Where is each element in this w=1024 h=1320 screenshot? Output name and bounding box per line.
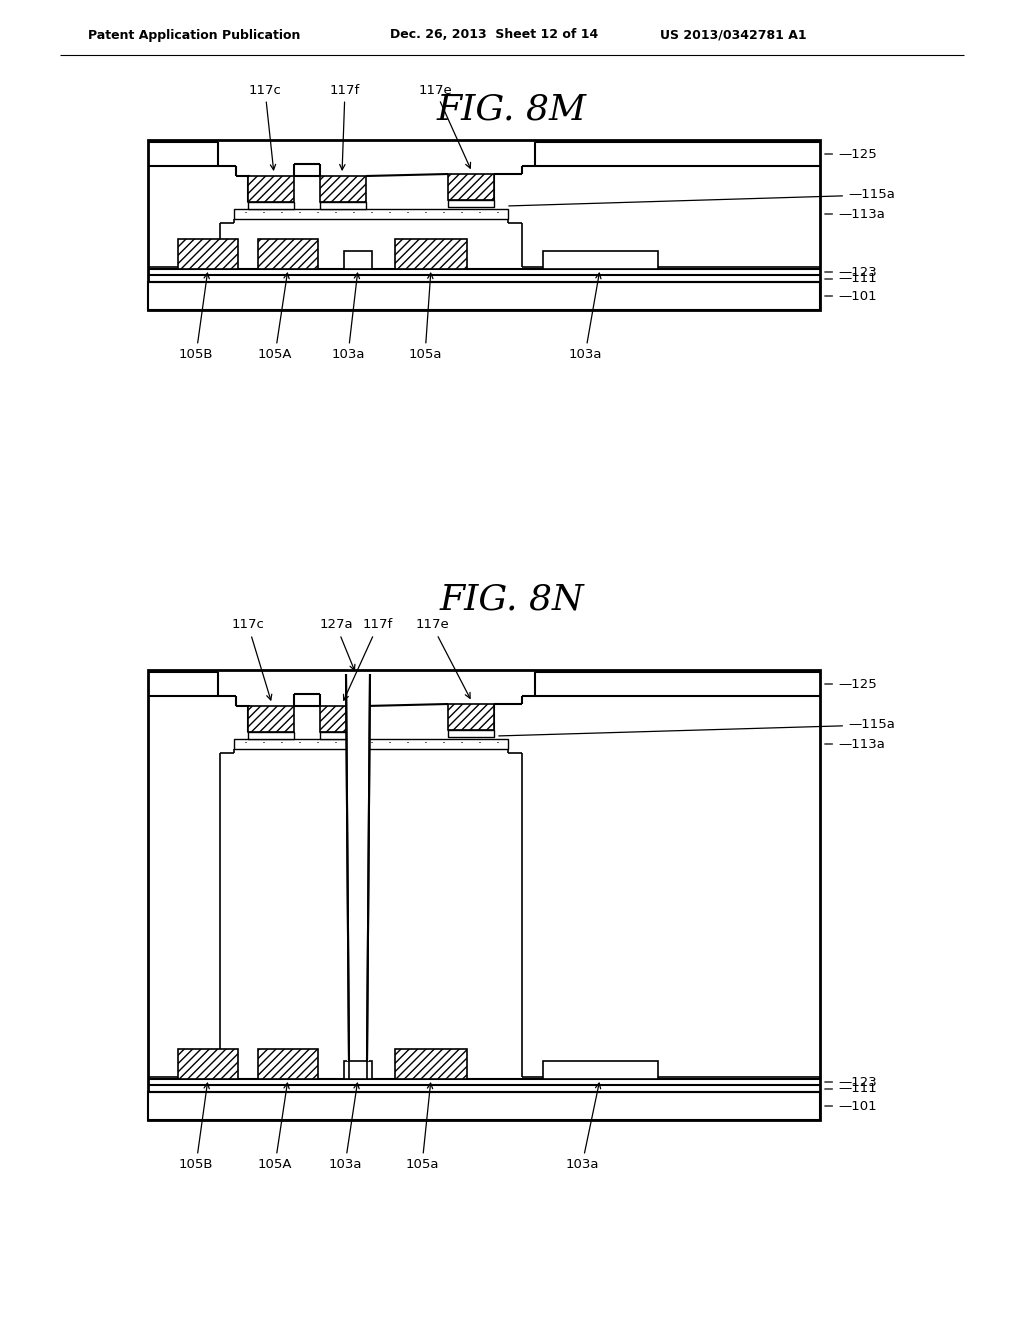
- Text: ·: ·: [352, 738, 356, 751]
- Text: 105a: 105a: [406, 1084, 438, 1172]
- Text: 105A: 105A: [258, 273, 292, 362]
- Text: ·: ·: [280, 738, 284, 751]
- Text: —125: —125: [824, 677, 877, 690]
- Text: ·: ·: [262, 207, 266, 220]
- Text: ·: ·: [460, 738, 464, 751]
- Text: Patent Application Publication: Patent Application Publication: [88, 29, 300, 41]
- Text: ·: ·: [496, 738, 500, 751]
- Text: ·: ·: [244, 738, 248, 751]
- Bar: [248, 733, 294, 739]
- Text: —101: —101: [824, 1100, 877, 1113]
- Bar: [148, 140, 820, 310]
- Text: 117f: 117f: [343, 619, 393, 700]
- Bar: [148, 671, 820, 1119]
- Text: ·: ·: [334, 738, 338, 751]
- Text: FIG. 8M: FIG. 8M: [437, 92, 587, 127]
- Bar: [319, 176, 366, 202]
- Text: 117e: 117e: [415, 619, 470, 698]
- Text: ·: ·: [262, 738, 266, 751]
- Bar: [319, 706, 366, 733]
- Text: ·: ·: [334, 207, 338, 220]
- Bar: [543, 251, 658, 269]
- Bar: [178, 239, 238, 269]
- Text: ·: ·: [388, 738, 392, 751]
- Text: 105a: 105a: [409, 273, 441, 362]
- Bar: [449, 174, 494, 201]
- Text: —115a: —115a: [499, 718, 895, 737]
- Text: ·: ·: [460, 207, 464, 220]
- Text: ·: ·: [496, 207, 500, 220]
- Text: ·: ·: [316, 207, 319, 220]
- Text: 117c: 117c: [231, 619, 271, 700]
- Text: ·: ·: [370, 207, 374, 220]
- Text: ·: ·: [424, 738, 428, 751]
- Bar: [395, 1049, 467, 1078]
- Text: ·: ·: [370, 738, 374, 751]
- Text: ·: ·: [442, 207, 446, 220]
- Bar: [148, 1092, 820, 1119]
- Bar: [395, 239, 467, 269]
- Text: —123: —123: [824, 265, 877, 279]
- Text: ·: ·: [478, 207, 482, 220]
- Bar: [234, 209, 508, 219]
- Bar: [319, 202, 366, 209]
- Text: ·: ·: [280, 207, 284, 220]
- Text: —125: —125: [824, 148, 877, 161]
- Bar: [449, 730, 494, 737]
- Text: —113a: —113a: [824, 738, 885, 751]
- Bar: [347, 675, 369, 1061]
- Text: ·: ·: [406, 738, 410, 751]
- Bar: [543, 1061, 658, 1078]
- Bar: [349, 1061, 367, 1078]
- Text: 105A: 105A: [258, 1084, 292, 1172]
- Text: 103a: 103a: [331, 273, 365, 362]
- Text: 105B: 105B: [179, 273, 213, 362]
- Text: ·: ·: [298, 738, 302, 751]
- Bar: [148, 282, 820, 310]
- Text: —115a: —115a: [509, 189, 895, 206]
- Bar: [248, 706, 294, 733]
- Text: Dec. 26, 2013  Sheet 12 of 14: Dec. 26, 2013 Sheet 12 of 14: [390, 29, 598, 41]
- Bar: [449, 704, 494, 730]
- Text: 103a: 103a: [329, 1084, 361, 1172]
- Bar: [248, 202, 294, 209]
- Bar: [449, 201, 494, 207]
- Text: —101: —101: [824, 289, 877, 302]
- Bar: [178, 1049, 238, 1078]
- Text: ·: ·: [424, 207, 428, 220]
- Text: —123: —123: [824, 1076, 877, 1089]
- Text: 127a: 127a: [319, 619, 355, 671]
- Bar: [344, 1061, 372, 1078]
- Bar: [234, 739, 508, 748]
- Text: ·: ·: [352, 207, 356, 220]
- Bar: [344, 251, 372, 269]
- Text: ·: ·: [298, 207, 302, 220]
- Bar: [248, 176, 294, 202]
- Text: 103a: 103a: [565, 1084, 601, 1172]
- Text: ·: ·: [316, 738, 319, 751]
- Text: 105B: 105B: [179, 1084, 213, 1172]
- Text: FIG. 8N: FIG. 8N: [439, 583, 585, 616]
- Text: ·: ·: [406, 207, 410, 220]
- Text: ·: ·: [388, 207, 392, 220]
- Text: —111: —111: [824, 1082, 877, 1096]
- Bar: [258, 1049, 318, 1078]
- Text: ·: ·: [244, 207, 248, 220]
- Text: 117f: 117f: [330, 83, 360, 170]
- Text: —111: —111: [824, 272, 877, 285]
- Text: ·: ·: [478, 738, 482, 751]
- Bar: [319, 733, 366, 739]
- Text: —113a: —113a: [824, 207, 885, 220]
- Text: ·: ·: [442, 738, 446, 751]
- Text: 103a: 103a: [568, 273, 602, 362]
- Text: US 2013/0342781 A1: US 2013/0342781 A1: [660, 29, 807, 41]
- Text: 117e: 117e: [418, 83, 470, 168]
- Text: 117c: 117c: [249, 83, 282, 170]
- Bar: [258, 239, 318, 269]
